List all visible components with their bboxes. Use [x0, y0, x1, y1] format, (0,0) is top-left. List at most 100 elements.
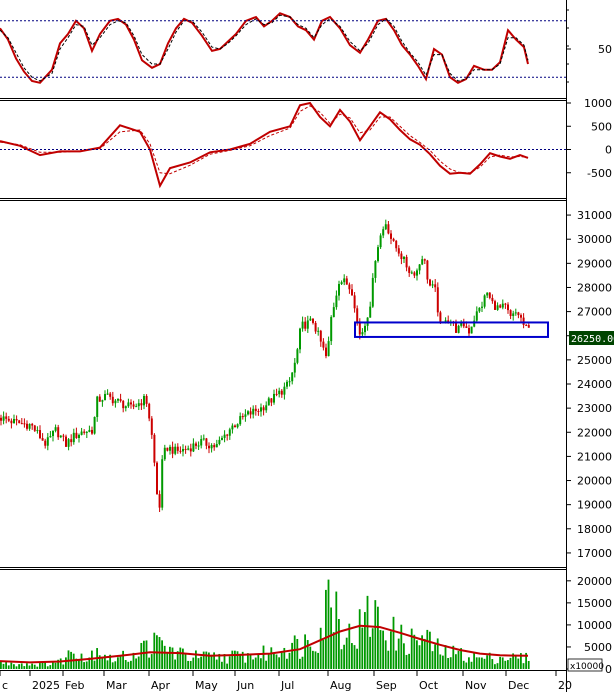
volume-bar: [304, 634, 306, 669]
x-axis-tick-label: c: [2, 679, 8, 692]
volume-bar: [166, 652, 169, 669]
volume-bar: [189, 660, 192, 669]
volume-bar: [371, 628, 374, 669]
volume-bar: [72, 653, 75, 669]
price-candle: [332, 302, 335, 318]
volume-bar: [67, 650, 70, 669]
x-axis-tick-label: Nov: [465, 679, 487, 692]
volume-bar: [361, 627, 364, 669]
price-candle: [7, 416, 10, 423]
volume-bar: [514, 655, 517, 669]
price-candle: [189, 443, 192, 457]
price-candle: [491, 294, 494, 304]
price-tick-label: 23000: [577, 402, 612, 415]
price-candle: [387, 221, 390, 235]
volume-bar: [137, 656, 140, 669]
volume-bar: [83, 662, 85, 669]
price-candle: [231, 423, 234, 434]
price-candle: [218, 436, 221, 446]
volume-bar: [387, 650, 390, 669]
price-candle: [88, 425, 91, 433]
price-candle: [296, 347, 299, 365]
volume-bar: [504, 660, 507, 669]
price-candle: [436, 282, 439, 317]
price-candle: [72, 428, 75, 445]
volume-bar: [444, 645, 447, 669]
volume-bar: [36, 666, 39, 669]
price-candle: [247, 410, 249, 416]
price-candle: [512, 310, 515, 321]
price-tick-label: 25000: [577, 354, 612, 367]
price-candle: [481, 301, 483, 313]
price-candle: [140, 399, 143, 410]
volume-bar: [49, 665, 52, 669]
price-candle: [327, 336, 330, 357]
price-candle: [20, 418, 23, 425]
price-candle: [215, 439, 218, 448]
volume-bar: [379, 630, 382, 669]
price-candle: [156, 461, 158, 495]
price-candle: [434, 279, 437, 292]
price-candle: [33, 424, 36, 432]
volume-bar: [319, 627, 322, 669]
volume-bar: [473, 652, 475, 669]
price-candle: [132, 400, 135, 410]
volume-tick-label: 20000: [577, 575, 612, 588]
volume-bar: [52, 662, 54, 669]
volume-bar: [111, 662, 114, 669]
volume-bar: [421, 635, 423, 669]
price-candle: [379, 233, 382, 249]
volume-bar: [78, 660, 80, 669]
price-candle: [322, 338, 325, 351]
volume-bar: [244, 662, 247, 669]
volume-bar: [447, 658, 449, 669]
volume-bar: [392, 616, 395, 669]
price-candle: [182, 444, 184, 457]
price-candle: [106, 389, 109, 395]
volume-bar: [59, 658, 62, 669]
volume-bar: [117, 657, 119, 669]
volume-bar: [416, 640, 418, 669]
price-tick-label: 22000: [577, 426, 612, 439]
price-candle: [514, 308, 517, 316]
volume-bar: [280, 651, 283, 669]
volume-bar: [517, 658, 520, 669]
price-candle: [54, 424, 57, 433]
price-candle: [23, 418, 26, 428]
price-candle: [486, 292, 489, 298]
macd-series-line: [0, 105, 529, 175]
volume-bar: [205, 651, 208, 669]
volume-bar: [522, 663, 525, 669]
volume-bar: [247, 653, 249, 669]
price-candle: [67, 438, 70, 451]
volume-bar: [0, 661, 2, 669]
volume-bar: [496, 663, 499, 669]
price-candle: [369, 301, 372, 318]
price-candle: [413, 271, 416, 279]
price-candle: [93, 416, 96, 435]
price-candle: [306, 315, 309, 333]
price-candle: [223, 430, 226, 443]
price-candle: [205, 437, 208, 450]
price-candle: [28, 423, 31, 431]
x-axis-tick-label: Sep: [376, 679, 397, 692]
price-candle: [304, 317, 307, 332]
price-candle: [371, 273, 374, 308]
price-candle: [78, 433, 80, 443]
price-tick-label: 28000: [577, 281, 612, 294]
volume-bar: [486, 655, 488, 669]
price-candle: [319, 329, 322, 347]
price-candle: [275, 388, 278, 397]
volume-bar: [403, 643, 405, 669]
volume-tick-label: 0: [605, 663, 612, 676]
price-candle: [153, 433, 156, 467]
price-candle: [46, 433, 49, 451]
volume-bar: [54, 662, 57, 669]
price-candle: [330, 315, 333, 346]
price-tick-label: 31000: [577, 209, 612, 222]
volume-bar: [322, 639, 325, 669]
volume-bar: [312, 650, 314, 669]
volume-bar: [13, 664, 15, 669]
volume-bar: [364, 612, 366, 669]
